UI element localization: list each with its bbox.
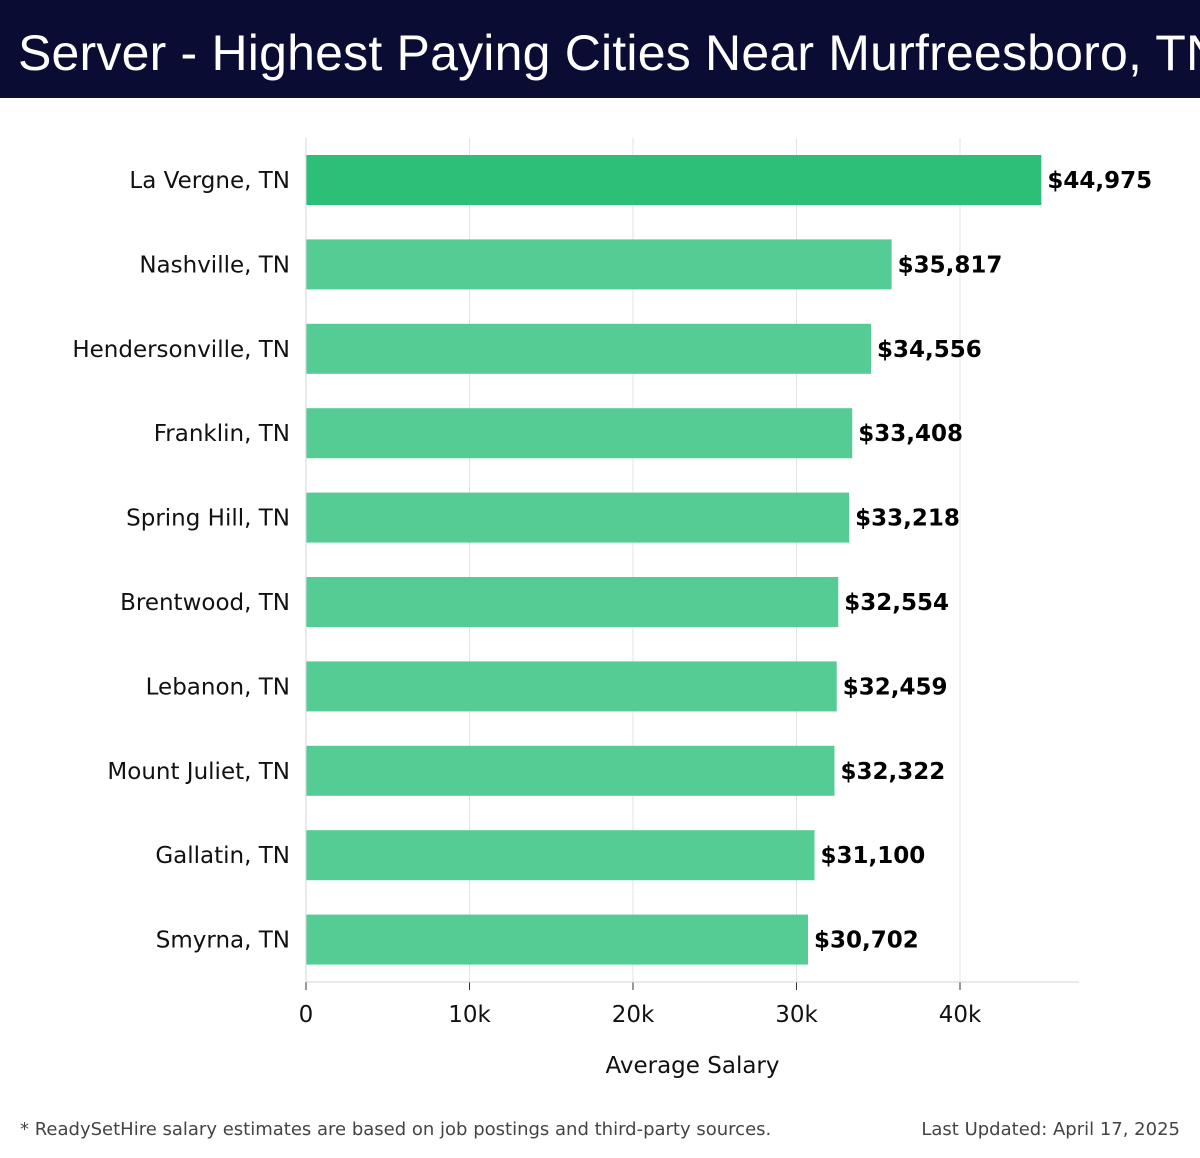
category-label: Spring Hill, TN — [126, 506, 290, 532]
x-tick-label: 40k — [939, 1002, 982, 1028]
category-label: Gallatin, TN — [155, 843, 290, 869]
category-label: Franklin, TN — [154, 421, 290, 447]
category-label: Nashville, TN — [139, 252, 290, 278]
value-label: $31,100 — [820, 843, 925, 869]
value-label: $35,817 — [898, 252, 1003, 278]
category-label: Lebanon, TN — [146, 674, 290, 700]
chart-header: Server - Highest Paying Cities Near Murf… — [0, 0, 1200, 98]
value-label: $32,554 — [844, 590, 949, 616]
value-label: $32,322 — [840, 759, 945, 785]
bar-nashville-tn — [306, 239, 892, 290]
bar-spring-hill-tn — [306, 492, 850, 543]
x-axis-title: Average Salary — [605, 1053, 779, 1079]
bar-chart: $44,975 $35,817 $34,556 $33,408 $33,218 $32,5… — [72, 138, 1152, 1079]
category-label: Mount Juliet, TN — [107, 759, 290, 785]
footer-note: * ReadySetHire salary estimates are base… — [20, 1119, 772, 1140]
bar-mount-juliet-tn — [306, 745, 835, 796]
value-label: $33,218 — [855, 506, 960, 532]
value-label: $33,408 — [858, 421, 963, 447]
value-label: $34,556 — [877, 337, 982, 363]
value-label: $44,975 — [1047, 168, 1152, 194]
bar-smyrna-tn — [306, 914, 808, 965]
category-label: Hendersonville, TN — [72, 337, 290, 363]
value-label: $32,459 — [843, 674, 948, 700]
x-tick-label: 20k — [612, 1002, 655, 1028]
bar-gallatin-tn — [306, 830, 815, 881]
x-tick-label: 0 — [299, 1002, 314, 1028]
bar-hendersonville-tn — [306, 323, 871, 374]
chart-title: Server - Highest Paying Cities Near Murf… — [18, 25, 1200, 81]
category-label: Smyrna, TN — [156, 928, 290, 954]
bars: $44,975 $35,817 $34,556 $33,408 $33,218 $32,5… — [306, 155, 1152, 965]
x-tick-label: 10k — [448, 1002, 491, 1028]
category-label: Brentwood, TN — [120, 590, 290, 616]
value-label: $30,702 — [814, 928, 919, 954]
bar-lebanon-tn — [306, 661, 837, 712]
x-tick-label: 30k — [775, 1002, 818, 1028]
category-label: La Vergne, TN — [129, 168, 290, 194]
bar-franklin-tn — [306, 408, 853, 459]
bar-brentwood-tn — [306, 577, 839, 627]
axes: 0 10k 20k 30k 40k La Vergne, TN Nashville, TN H… — [72, 138, 1079, 1079]
footer-last-updated: Last Updated: April 17, 2025 — [921, 1119, 1180, 1140]
bar-la-vergne-tn — [306, 155, 1042, 205]
